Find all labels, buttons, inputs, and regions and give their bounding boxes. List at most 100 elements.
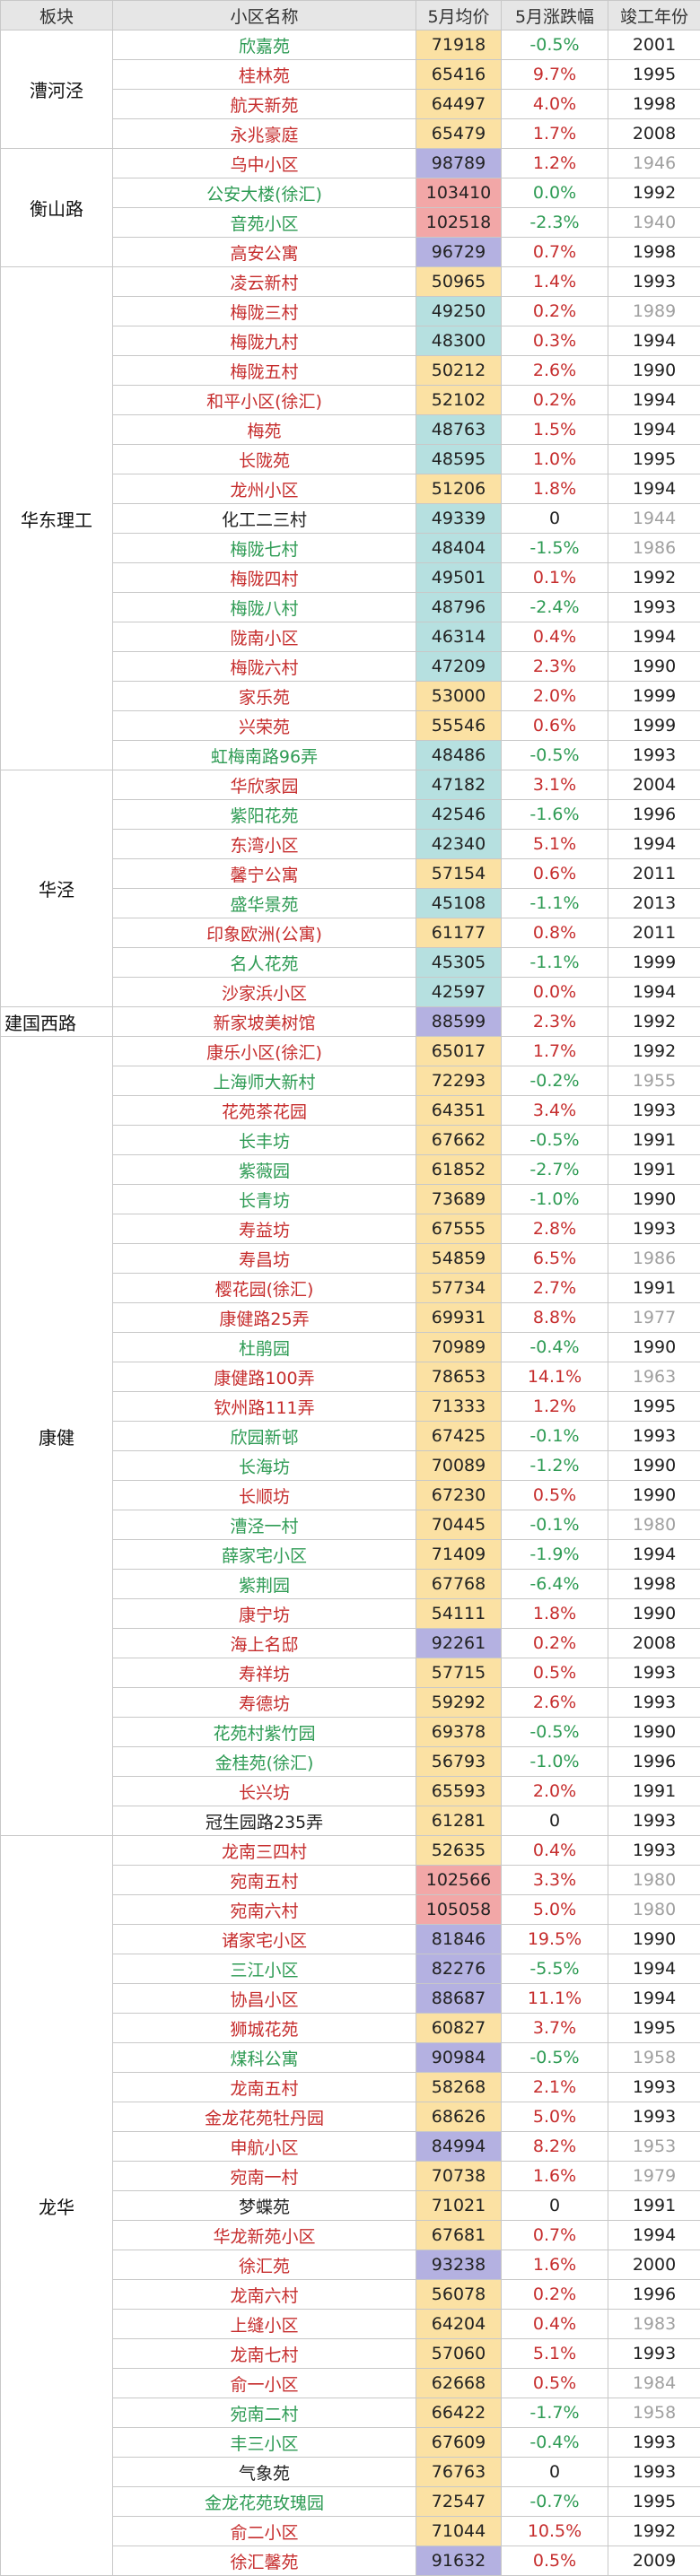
table-row: 薛家宅小区 71409 -1.9% 1994 [1, 1539, 700, 1570]
year-cell: 1993 [608, 1214, 700, 1244]
price-cell: 91632 [416, 2546, 502, 2576]
estate-name: 印象欧洲(公寓) [112, 918, 416, 948]
table-row: 兴荣苑 55546 0.6% 1999 [1, 710, 700, 741]
change-cell: 0.1% [501, 562, 608, 593]
estate-name: 盛华景苑 [112, 888, 416, 918]
estate-name: 梅苑 [112, 414, 416, 445]
estate-name: 家乐苑 [112, 681, 416, 711]
year-cell: 1995 [608, 444, 700, 474]
table-row: 东湾小区 42340 5.1% 1994 [1, 829, 700, 859]
year-cell: 1980 [608, 1894, 700, 1925]
estate-name: 花苑茶花园 [112, 1095, 416, 1126]
change-cell: -1.6% [501, 799, 608, 830]
change-cell: 0.4% [501, 2309, 608, 2339]
change-cell: 0 [501, 503, 608, 534]
table-row: 上海师大新村 72293 -0.2% 1955 [1, 1066, 700, 1096]
price-cell: 90984 [416, 2042, 502, 2073]
year-cell: 2004 [608, 770, 700, 800]
change-cell: 1.2% [501, 1391, 608, 1422]
year-cell: 1991 [608, 1125, 700, 1155]
price-cell: 65593 [416, 1776, 502, 1806]
table-row: 长顺坊 67230 0.5% 1990 [1, 1480, 700, 1510]
year-cell: 2009 [608, 2546, 700, 2576]
price-cell: 61281 [416, 1806, 502, 1836]
year-cell: 1992 [608, 178, 700, 208]
table-row: 寿德坊 59292 2.6% 1993 [1, 1687, 700, 1718]
price-cell: 49501 [416, 562, 502, 593]
price-cell: 76763 [416, 2457, 502, 2487]
price-cell: 64351 [416, 1095, 502, 1126]
year-cell: 1995 [608, 2486, 700, 2517]
year-cell: 1946 [608, 148, 700, 178]
year-cell: 2013 [608, 888, 700, 918]
year-cell: 1993 [608, 2427, 700, 2458]
table-row: 上缝小区 64204 0.4% 1983 [1, 2309, 700, 2339]
estate-name: 宛南二村 [112, 2398, 416, 2428]
estate-name: 东湾小区 [112, 829, 416, 859]
year-cell: 1993 [608, 2338, 700, 2369]
price-cell: 71044 [416, 2516, 502, 2546]
price-cell: 42340 [416, 829, 502, 859]
change-cell: 19.5% [501, 1924, 608, 1954]
price-cell: 103410 [416, 178, 502, 208]
change-cell: -1.1% [501, 888, 608, 918]
estate-name: 宛南一村 [112, 2161, 416, 2191]
table-row: 冠生园路235弄 61281 0 1993 [1, 1806, 700, 1836]
change-cell: 0 [501, 2190, 608, 2221]
table-row: 华泾 华欣家园 47182 3.1% 2004 [0, 770, 700, 1007]
year-cell: 1995 [608, 59, 700, 90]
price-cell: 72293 [416, 1066, 502, 1096]
table-row: 钦州路111弄 71333 1.2% 1995 [1, 1391, 700, 1422]
change-cell: 0.8% [501, 918, 608, 948]
change-cell: 3.4% [501, 1095, 608, 1126]
price-cell: 71021 [416, 2190, 502, 2221]
table-row: 音苑小区 102518 -2.3% 1940 [1, 207, 700, 238]
year-cell: 1993 [608, 2457, 700, 2487]
year-cell: 1998 [608, 89, 700, 119]
table-row: 紫阳花苑 42546 -1.6% 1996 [1, 799, 700, 830]
year-cell: 1996 [608, 799, 700, 830]
change-cell: 0.2% [501, 296, 608, 326]
change-cell: -0.1% [501, 1510, 608, 1540]
change-cell: -0.5% [501, 1125, 608, 1155]
price-cell: 82276 [416, 1954, 502, 1984]
year-cell: 2011 [608, 918, 700, 948]
price-cell: 73689 [416, 1184, 502, 1214]
change-cell: 0.2% [501, 1628, 608, 1658]
change-cell: 0.5% [501, 1480, 608, 1510]
year-cell: 1992 [608, 562, 700, 593]
estate-name: 漕泾一村 [112, 1510, 416, 1540]
estate-name: 名人花苑 [112, 947, 416, 978]
table-row: 徐汇馨苑 91632 0.5% 2009 [1, 2546, 700, 2576]
estate-name: 长丰坊 [112, 1125, 416, 1155]
change-cell: 0.6% [501, 710, 608, 741]
estate-name: 煤科公寓 [112, 2042, 416, 2073]
year-cell: 1989 [608, 296, 700, 326]
estate-name: 龙南三四村 [112, 1835, 416, 1866]
estate-name: 音苑小区 [112, 207, 416, 238]
estate-name: 梅陇五村 [112, 355, 416, 386]
estate-name: 梅陇八村 [112, 592, 416, 622]
year-cell: 2000 [608, 2250, 700, 2280]
estate-name: 公安大楼(徐汇) [112, 178, 416, 208]
year-cell: 1999 [608, 681, 700, 711]
change-cell: -0.4% [501, 1332, 608, 1362]
price-cell: 64204 [416, 2309, 502, 2339]
table-row: 欣园新邨 67425 -0.1% 1993 [1, 1421, 700, 1451]
price-cell: 67555 [416, 1214, 502, 1244]
change-cell: 0.7% [501, 2220, 608, 2250]
change-cell: 0.5% [501, 2546, 608, 2576]
estate-name: 紫荆园 [112, 1569, 416, 1599]
year-cell: 1991 [608, 1776, 700, 1806]
header-cell: 小区名称 [112, 0, 416, 30]
estate-name: 寿昌坊 [112, 1243, 416, 1274]
change-cell: 1.0% [501, 444, 608, 474]
estate-name: 三江小区 [112, 1954, 416, 1984]
price-cell: 45305 [416, 947, 502, 978]
table-row: 华龙新苑小区 67681 0.7% 1994 [1, 2220, 700, 2250]
year-cell: 1963 [608, 1362, 700, 1392]
price-cell: 67230 [416, 1480, 502, 1510]
year-cell: 1986 [608, 533, 700, 563]
year-cell: 1991 [608, 1273, 700, 1303]
year-cell: 2001 [608, 30, 700, 60]
